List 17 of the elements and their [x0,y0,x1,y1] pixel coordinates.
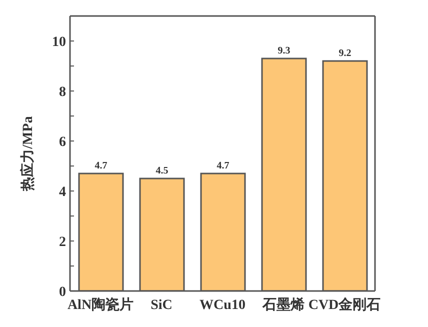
data-label: 4.5 [156,166,168,176]
y-tick-label: 0 [59,284,66,300]
x-tick-label: SiC [150,298,172,313]
y-tick-label: 10 [52,34,66,50]
data-label: 4.7 [94,160,108,172]
y-axis-title: 热应力/MPa [18,116,36,192]
x-tick-label: WCu10 [200,298,246,313]
y-tick-label: 2 [59,234,66,250]
y-tick-label: 6 [59,134,66,150]
x-tick-label: 石墨烯 [262,296,304,313]
x-tick-label: CVD金刚石 [308,296,381,313]
y-tick-label: 8 [59,84,66,100]
x-tick-label: AlN陶瓷片 [67,296,134,313]
y-tick-label: 4 [59,184,66,200]
data-label: 9.3 [278,46,290,56]
data-label: 4.7 [216,160,230,172]
data-label: 9.2 [338,48,352,59]
